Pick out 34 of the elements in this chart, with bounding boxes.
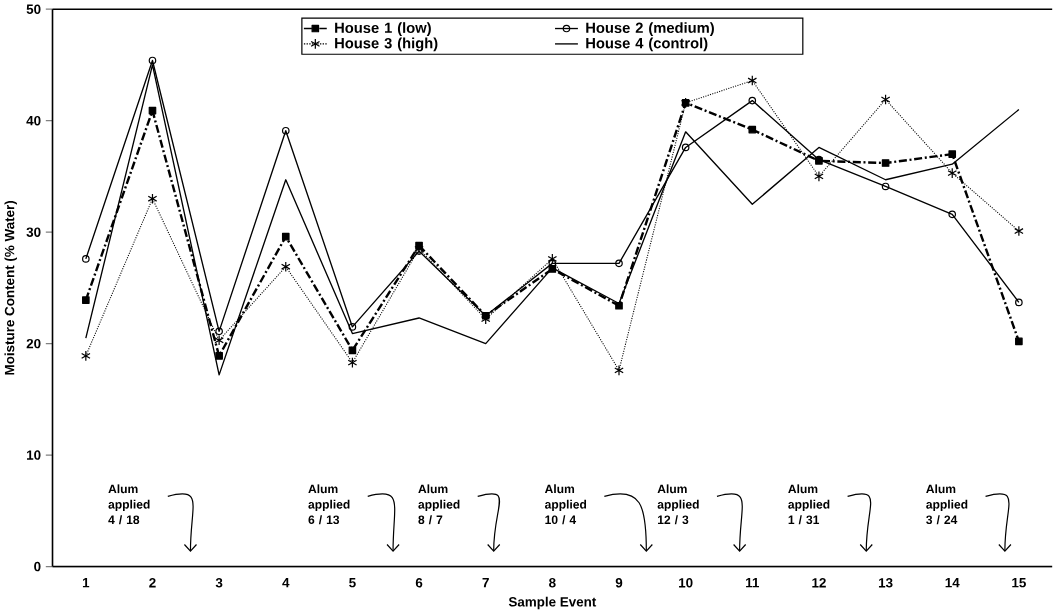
annotation: Alum applied 1 / 31: [788, 484, 830, 525]
x-tick-label: 1: [82, 578, 90, 588]
x-tick-label: 3: [215, 578, 223, 588]
x-tick-label: 5: [349, 578, 356, 588]
legend-label: House 1 (low): [335, 22, 431, 37]
annotation: Alum applied 4 / 18: [108, 484, 150, 525]
annotation: Alum applied 10 / 4: [544, 484, 587, 525]
y-tick-label: 50: [26, 4, 41, 15]
x-tick-label: 10: [679, 578, 693, 588]
x-tick-label: 11: [746, 578, 759, 588]
y-tick-label: 30: [26, 227, 41, 238]
annotation: Alum applied 3 / 24: [926, 484, 968, 525]
y-tick-label: 10: [27, 450, 41, 461]
legend-label: House 4 (control): [586, 37, 708, 52]
x-tick-label: 2: [149, 578, 156, 588]
x-tick-label: 8: [549, 578, 556, 588]
x-tick-label: 4: [282, 578, 290, 588]
y-axis-title: Moisture Content (% Water): [4, 201, 17, 375]
legend-label: House 2 (medium): [586, 22, 714, 37]
x-tick-label: 12: [812, 578, 826, 588]
y-tick-label: 0: [34, 562, 41, 572]
legend-label: House 3 (high): [335, 37, 438, 52]
x-tick-label: 6: [415, 578, 423, 588]
x-axis-title: Sample Event: [508, 596, 597, 610]
y-tick-label: 40: [26, 116, 41, 126]
x-tick-label: 13: [878, 578, 893, 588]
y-tick-label: 20: [26, 339, 41, 349]
x-tick-label: 9: [615, 578, 623, 588]
x-tick-label: 7: [482, 578, 489, 588]
x-tick-label: 14: [945, 578, 960, 588]
annotation: Alum applied 6 / 13: [308, 484, 350, 525]
x-tick-label: 15: [1012, 578, 1026, 588]
annotation: Alum applied 12 / 3: [657, 484, 699, 525]
annotation: Alum applied 8 / 7: [418, 484, 460, 525]
